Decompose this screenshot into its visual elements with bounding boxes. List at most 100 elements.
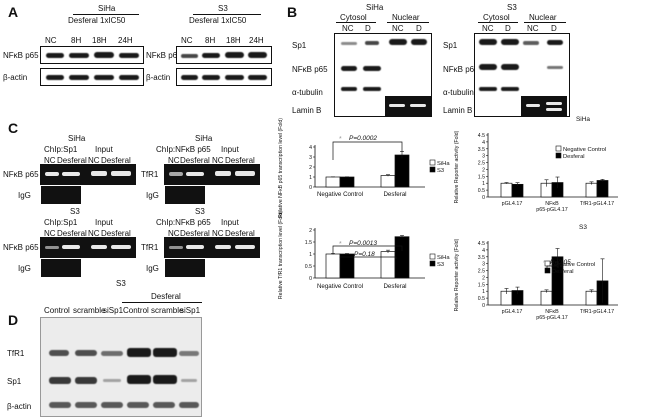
c-chip4-gel [164,237,260,258]
p-value: P=0.05 [550,259,571,266]
c-chip2-input: Input [221,145,239,154]
c-chip1-igg: IgG [18,191,31,200]
p-value: P=0.0002 [349,135,377,142]
p-value: P=0.18 [354,251,375,258]
y-tick-label: 3 [309,155,312,161]
p-value: P=0.0013 [349,240,377,247]
c-chip4-lane-4: Desferal [225,229,255,238]
chart-nfkb-transcription: 0 1 2 3 4 Relative NFκB p65 transcription lev… [278,118,450,218]
y-tick-label: 0 [482,195,485,201]
y-tick-label: 2.5 [478,269,485,275]
bar [380,251,396,279]
a-siha-blot-p65 [40,46,144,64]
bar [380,175,396,188]
a-s3-blot-p65 [176,46,272,64]
sig-star: * [339,136,342,143]
c-chip4-cell: S3 [195,207,205,216]
y-tick-label: 1 [482,289,485,295]
legend-swatch [429,260,436,267]
y-tick-label: 2 [482,167,485,173]
sig-star: * [339,241,342,248]
b-s3-blot [474,33,570,117]
b-s3-frac-2: Nuclear [529,13,557,22]
sig-bracket [339,256,397,259]
b-s3-lane-2: D [505,24,511,33]
y-tick-label: 0 [309,276,312,282]
a-s3-lane-4: 24H [249,36,264,45]
y-tick-label: 1.5 [478,174,485,180]
chart-title: S3 [579,224,587,231]
x-tick-label: Desferal [383,283,406,290]
d-treatment: Desferal [151,292,181,301]
y-axis-label: Relative Reporter activity (Fold) [454,238,460,311]
y-tick-label: 1.5 [478,282,485,288]
y-axis-label: Relative NFκB p65 transcription level (F… [278,118,284,218]
panel-d-letter: D [8,312,19,328]
c-chip4-igg-gel [164,258,206,278]
bar [596,180,609,198]
y-tick-label: 1 [309,252,312,258]
legend-label: Desferal [552,269,574,275]
x-tick-label: NFκB [545,201,559,207]
c-chip2-lane-3: NC [212,156,224,165]
y-axis-label: Relative Reporter activity (Fold) [454,130,460,203]
b-s3-row-3: α-tubulin [443,88,474,97]
d-row-1: TfR1 [7,349,25,358]
c-chip4-chip: ChIp:NFκB p65 [156,218,211,227]
y-tick-label: 1 [482,181,485,187]
c-chip4-lane-3: NC [212,229,224,238]
d-treatment-line [122,302,202,303]
y-tick-label: 4 [482,248,485,254]
d-lane-6: siSp1 [180,306,201,315]
sig-star: * [543,260,546,267]
bar [339,253,355,279]
b-siha-lane-1: NC [342,24,354,33]
b-s3-title: S3 [507,3,517,12]
a-s3-lane-3: 18H [226,36,241,45]
a-siha-bracket [73,14,139,15]
c-chip1-cell: SiHa [68,134,86,143]
c-chip2-cell: SiHa [195,134,213,143]
y-tick-label: 2 [309,165,312,171]
c-chip4-row: TfR1 [141,243,159,252]
y-tick-label: 0.5 [478,296,485,302]
a-siha-lane-1: NC [45,36,57,45]
y-axis-label: Relative TfR1 transcription level (Fold) [278,211,284,299]
a-s3-title: S3 [218,4,228,13]
b-s3-cyto-line [478,22,518,23]
b-siha-blot [334,33,432,117]
c-chip2-lane-4: Desferal [225,156,255,165]
y-tick-label: 2 [482,275,485,281]
y-tick-label: 0.5 [478,188,485,194]
c-chip3-chip: ChIp:Sp1 [44,218,78,227]
a-siha-blot-actin [40,68,144,86]
a-s3-bracket [193,14,261,15]
legend-label: Desferal [563,154,585,160]
a-siha-lane-3: 18H [92,36,107,45]
a-s3-treatment: Desferal 1xIC50 [189,16,247,25]
a-siha-lane-4: 24H [118,36,133,45]
d-row-3: β-actin [7,402,32,411]
y-tick-label: 0.5 [305,264,312,270]
c-chip2-igg: IgG [146,191,159,200]
c-chip3-lane-2: Desferal [57,229,87,238]
b-s3-row-2: NFκB p65 [443,65,479,74]
a-s3-row-1: NFκB p65 [146,51,182,60]
y-tick-label: 2.5 [478,161,485,167]
bar [325,176,341,188]
c-chip3-lane-4: Desferal [101,229,131,238]
d-lane-1: Control [44,306,70,315]
b-s3-row-1: Sp1 [443,41,458,50]
y-tick-label: 3 [482,154,485,160]
x-tick-label: NFκB [545,309,559,315]
legend-swatch [555,145,562,152]
b-s3-nuc-line [524,22,566,23]
c-chip3-igg: IgG [18,264,31,273]
d-cell: S3 [116,279,126,288]
legend-label: S3 [437,262,444,268]
a-s3-lane-2: 8H [205,36,216,45]
c-chip1-lane-1: NC [44,156,56,165]
y-tick-label: 0 [309,185,312,191]
chart-reporter-s3: 00.511.522.533.544.5 Relative Reporter ac… [454,224,618,321]
a-siha-row-1: NFκB p65 [3,51,39,60]
